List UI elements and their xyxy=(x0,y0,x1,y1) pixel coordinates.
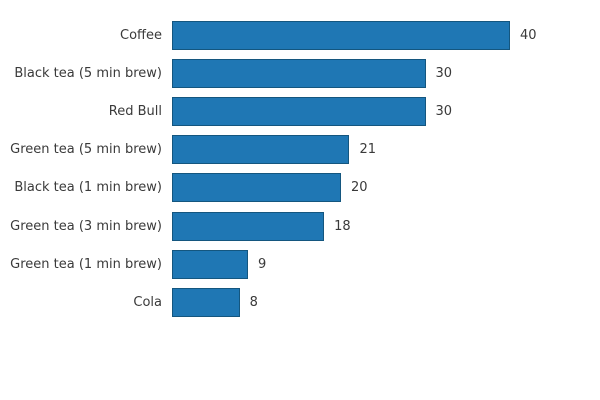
value-label: 9 xyxy=(258,256,267,272)
value-label: 40 xyxy=(520,27,537,43)
category-label: Green tea (5 min brew) xyxy=(10,142,162,158)
bar xyxy=(172,20,510,50)
bar-row: Black tea (5 min brew) 30 xyxy=(0,58,600,88)
bar xyxy=(172,135,350,165)
bar xyxy=(172,96,426,126)
value-label: 18 xyxy=(334,218,351,234)
value-label: 20 xyxy=(351,180,368,196)
bar-row: Cola 8 xyxy=(0,287,600,317)
category-label: Green tea (1 min brew) xyxy=(10,256,162,272)
bar-row: Red Bull 30 xyxy=(0,96,600,126)
bar xyxy=(172,58,426,88)
bar-row: Black tea (1 min brew) 20 xyxy=(0,173,600,203)
value-label: 30 xyxy=(435,65,453,81)
category-label: Coffee xyxy=(120,27,162,43)
value-label: 21 xyxy=(359,142,376,158)
bar xyxy=(172,287,240,317)
category-label: Cola xyxy=(133,294,162,310)
category-label: Red Bull xyxy=(108,103,162,119)
bar-row: Green tea (1 min brew) 9 xyxy=(0,249,600,279)
value-label: 30 xyxy=(435,103,453,119)
value-label: 8 xyxy=(249,294,258,310)
bar-row: Green tea (3 min brew) 18 xyxy=(0,211,600,241)
bar-row: Green tea (5 min brew) 21 xyxy=(0,135,600,165)
category-label: Green tea (3 min brew) xyxy=(10,218,162,234)
bar xyxy=(172,211,325,241)
category-label: Black tea (5 min brew) xyxy=(14,65,162,81)
bar xyxy=(172,173,341,203)
bar xyxy=(172,249,249,279)
category-label: Black tea (1 min brew) xyxy=(14,180,162,196)
bar-row: Coffee 40 xyxy=(0,20,600,50)
